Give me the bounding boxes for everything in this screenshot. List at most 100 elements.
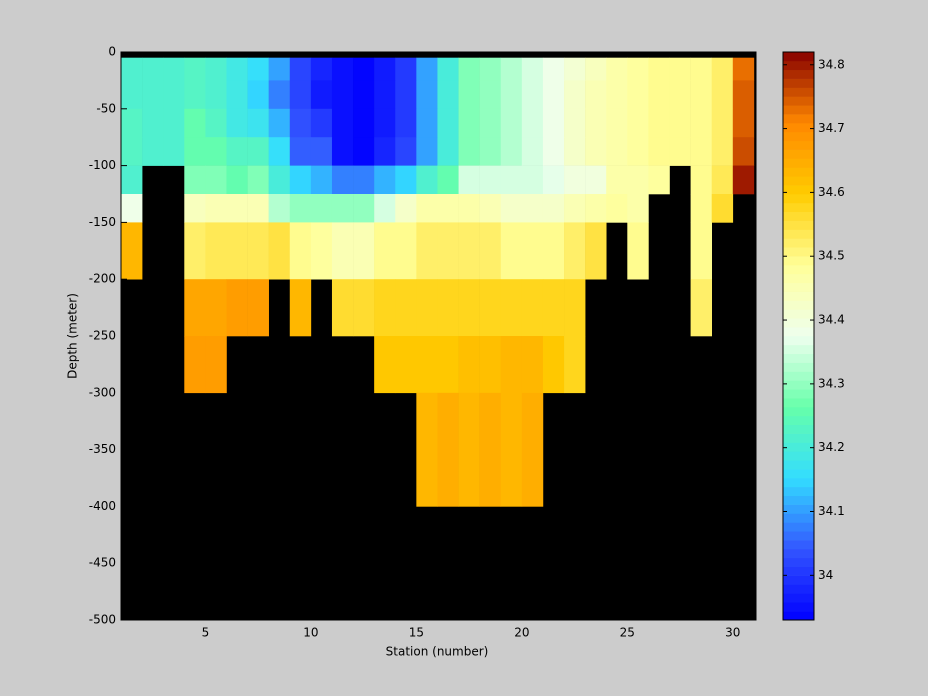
colorbar-band: [783, 114, 814, 124]
heatmap-cell: [542, 194, 565, 223]
heatmap-cell: [142, 80, 164, 110]
heatmap-cell: [416, 392, 438, 507]
heatmap-cell: [395, 165, 417, 195]
heatmap-cell: [648, 165, 670, 195]
heatmap-cell: [564, 80, 586, 110]
heatmap-cell: [205, 137, 227, 166]
heatmap-cell: [310, 80, 333, 110]
heatmap-cell: [395, 336, 417, 394]
heatmap-cell: [268, 137, 291, 166]
heatmap-cell: [437, 222, 459, 280]
heatmap-cell: [247, 222, 269, 280]
heatmap-cell: [353, 137, 375, 166]
heatmap-cell: [310, 57, 333, 81]
heatmap-cell: [437, 108, 459, 138]
heatmap-cell: [627, 222, 649, 280]
x-axis-label: Station (number): [386, 645, 489, 659]
colorbar-band: [783, 433, 814, 443]
colorbar-band: [783, 185, 814, 195]
heatmap-cell: [458, 336, 480, 394]
colorbar-band: [783, 442, 814, 452]
colorbar-band: [783, 300, 814, 310]
heatmap-cell: [585, 165, 607, 195]
heatmap-cell: [268, 57, 291, 81]
heatmap-cell: [247, 108, 269, 138]
heatmap-cell: [732, 80, 755, 110]
heatmap-cell: [564, 57, 586, 81]
heatmap-cell: [521, 57, 544, 81]
y-tick-label: -150: [89, 215, 116, 229]
heatmap-cell: [521, 108, 544, 138]
heatmap-cell: [690, 222, 712, 280]
heatmap-cell: [331, 108, 354, 138]
heatmap-cell: [226, 222, 248, 280]
heatmap-cell: [627, 57, 649, 81]
heatmap-cell: [247, 279, 269, 337]
heatmap-cell: [500, 392, 523, 507]
heatmap-cell: [606, 165, 628, 195]
heatmap-cell: [500, 222, 523, 280]
heatmap-cell: [564, 165, 586, 195]
colorbar-band: [783, 327, 814, 337]
heatmap-cell: [437, 80, 459, 110]
heatmap-cell: [606, 57, 628, 81]
heatmap-cell: [564, 279, 586, 337]
colorbar-band: [783, 344, 814, 355]
colorbar-frame: [782, 51, 815, 621]
heatmap-cell: [395, 57, 417, 81]
heatmap-cell: [205, 108, 227, 138]
heatmap-cell: [310, 108, 333, 138]
colorbar-band: [783, 336, 814, 346]
heatmap-cell: [627, 194, 649, 223]
heatmap-cell: [310, 222, 333, 280]
heatmap-cell: [500, 165, 523, 195]
colorbar-band: [783, 469, 814, 479]
heatmap-cell: [437, 165, 459, 195]
heatmap-cell: [121, 194, 143, 223]
colorbar-band: [783, 211, 814, 221]
heatmap-cell: [500, 194, 523, 223]
heatmap-cell: [500, 336, 523, 394]
heatmap-cell: [163, 108, 185, 138]
heatmap-cell: [121, 80, 143, 110]
heatmap-cell: [500, 279, 523, 337]
heatmap-cell: [585, 80, 607, 110]
y-tick-label: -50: [96, 101, 116, 115]
heatmap-cell: [268, 165, 291, 195]
heatmap-cell: [226, 137, 248, 166]
colorbar-band: [783, 256, 814, 266]
heatmap-cell: [606, 80, 628, 110]
colorbar-band: [783, 194, 814, 204]
colorbar-band: [783, 229, 814, 239]
heatmap-cell: [226, 57, 248, 81]
heatmap-cell: [142, 137, 164, 166]
heatmap-cell: [564, 108, 586, 138]
colorbar-band: [783, 451, 814, 461]
heatmap-cell: [374, 137, 396, 166]
heatmap-cell: [542, 165, 565, 195]
colorbar-band: [783, 282, 814, 292]
colorbar-band: [783, 220, 814, 230]
colorbar-band: [783, 265, 814, 275]
heatmap-cell: [479, 108, 502, 138]
heatmap-cell: [205, 336, 227, 394]
heatmap-cell: [268, 194, 291, 223]
heatmap-cell: [648, 137, 670, 166]
heatmap-cell: [395, 222, 417, 280]
heatmap-cell: [542, 222, 565, 280]
heatmap-cell: [521, 392, 544, 507]
heatmap-cell: [500, 57, 523, 81]
heatmap-cell: [648, 108, 670, 138]
heatmap-cell: [732, 165, 755, 195]
heatmap-cell: [585, 137, 607, 166]
heatmap-cell: [542, 57, 565, 81]
heatmap-cell: [606, 137, 628, 166]
heatmap-cell: [310, 137, 333, 166]
heatmap-cell: [479, 57, 502, 81]
colorbar-band: [783, 353, 814, 363]
colorbar-band: [783, 273, 814, 284]
heatmap-cell: [542, 108, 565, 138]
heatmap-cell: [542, 137, 565, 166]
heatmap-cell: [542, 279, 565, 337]
